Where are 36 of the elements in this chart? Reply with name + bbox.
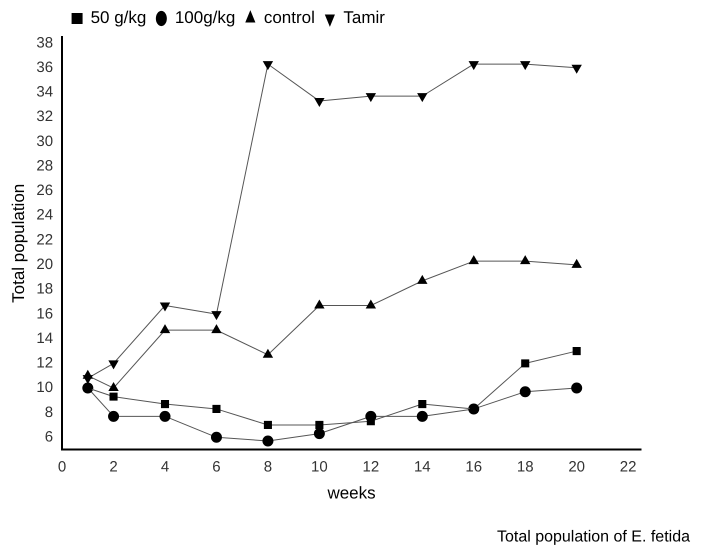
legend-label: 50 g/kg	[90, 8, 146, 28]
y-tick-label: 32	[36, 108, 54, 126]
y-tick-label: 14	[36, 330, 54, 347]
y-tick-label: 34	[36, 84, 54, 101]
x-tick-label: 18	[516, 458, 534, 476]
y-tick-label: 36	[36, 58, 54, 76]
x-axis-title: weeks	[326, 483, 376, 502]
y-tick-label: 38	[36, 34, 54, 52]
y-tick-label: 30	[36, 132, 54, 150]
y-tick-label: 24	[36, 206, 54, 224]
y-tick-label: 26	[36, 182, 54, 200]
y-tick-label: 18	[36, 280, 54, 298]
y-tick-label: 28	[36, 157, 54, 174]
y-tick-label: 20	[36, 256, 54, 273]
x-tick-label: 22	[620, 458, 636, 476]
x-tick-label: 8	[264, 458, 272, 476]
x-tick-label: 12	[362, 458, 380, 476]
y-tick-label: 16	[36, 305, 54, 322]
y-tick-label: 22	[36, 231, 54, 248]
y-tick-label: 12	[36, 354, 54, 372]
x-tick-label: 6	[212, 458, 221, 476]
x-tick-label: 4	[160, 458, 170, 476]
x-tick-label: 0	[58, 458, 66, 476]
x-tick-label: 10	[311, 458, 328, 476]
text: Total population of E. fetida	[496, 528, 690, 546]
legend-label: 100g/kg	[174, 8, 236, 28]
y-tick-label: 6	[44, 428, 54, 446]
y-axis-title: Total population	[8, 184, 28, 303]
x-tick-label: 20	[568, 458, 586, 476]
legend-label: control	[264, 8, 315, 28]
y-tick-label: 8	[44, 404, 54, 421]
x-tick-label: 14	[414, 458, 431, 476]
x-tick-label: 16	[465, 458, 482, 476]
legend-label: Tamir	[343, 8, 386, 28]
y-tick-label: 10	[36, 379, 54, 396]
x-tick-label: 2	[109, 458, 118, 476]
